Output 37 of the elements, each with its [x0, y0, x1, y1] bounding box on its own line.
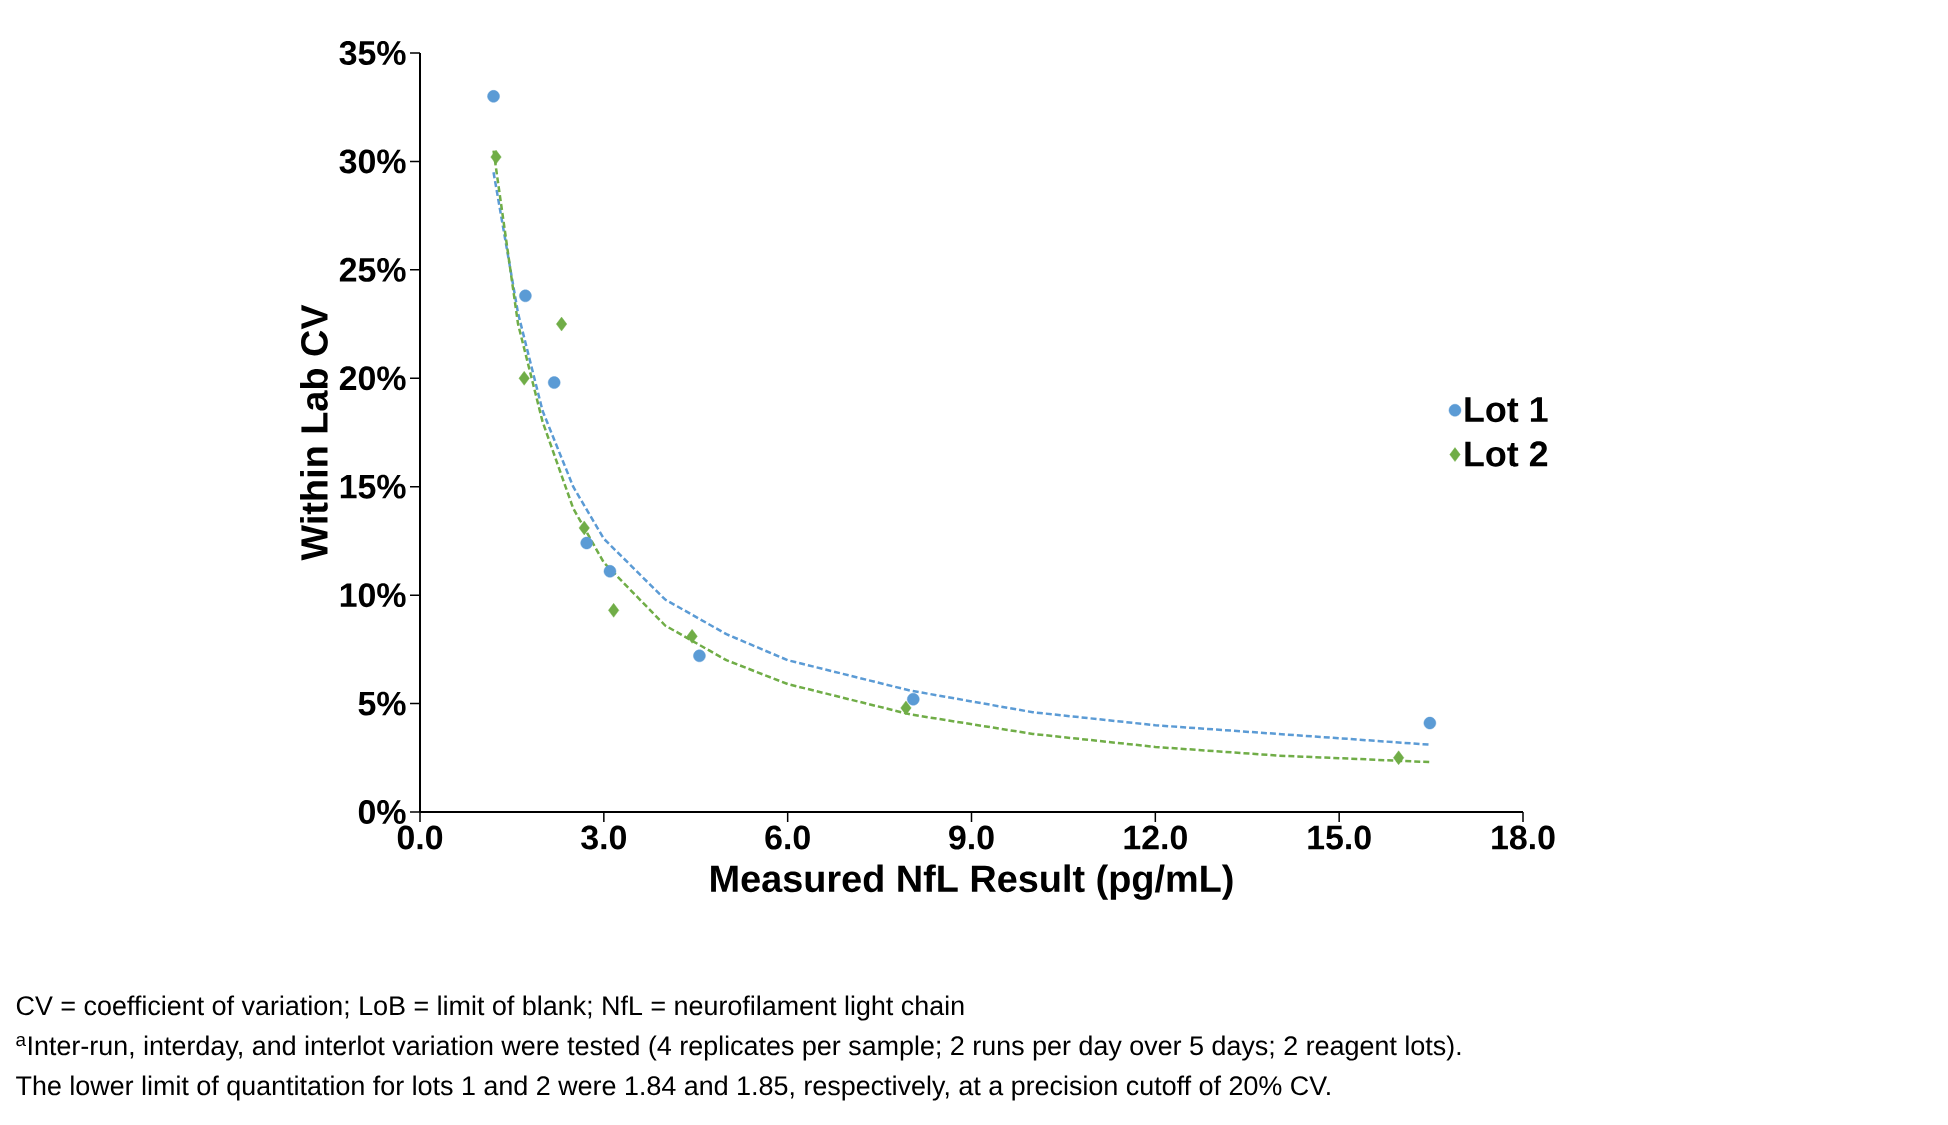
y-tick-label: 35%: [339, 40, 406, 65]
text: CV = coefficient of variation; LoB = limit of blank; NfL = neurofilament light chain: [16, 995, 964, 1021]
y-tick-label: 10%: [340, 583, 406, 608]
point: [518, 371, 530, 386]
point: [519, 289, 532, 303]
x-tick-label: 9.0: [949, 825, 994, 850]
point: [608, 603, 620, 618]
y-tick-label: 5%: [358, 691, 406, 716]
point: [487, 90, 500, 103]
y-tick-label: 0%: [358, 800, 406, 824]
y-axis-title: Within Lab CV: [300, 304, 328, 561]
point: [693, 649, 706, 663]
y-tick-label: 25%: [339, 257, 406, 282]
point: [578, 520, 590, 536]
point: [900, 700, 912, 716]
point: [548, 376, 561, 389]
legend-label: Lot 1: [1465, 397, 1548, 423]
y-tick-label: 20%: [339, 366, 406, 391]
x-tick-label: 6.0: [765, 825, 810, 850]
y-tick-label: 30%: [339, 149, 406, 174]
text: The lower limit of quantitation for lots 1 and 2 were 1.84 and 1.85, respectively, at a precision cutoff of 20% CV.: [16, 1075, 1330, 1101]
x-tick-label: 12.0: [1124, 825, 1187, 850]
text: $^{a}$Inter-run, interday, and interlot variation were tested (4 replicates per sample; 2 runs per day over 5 days; 2 reagent lots).: [16, 1035, 1461, 1061]
point: [1393, 750, 1405, 765]
point: [580, 536, 593, 550]
x-tick-label: 0.0: [397, 825, 443, 850]
x-tick-label: 18.0: [1492, 825, 1555, 850]
legend-label: Lot 2: [1465, 441, 1548, 467]
point: [603, 565, 617, 578]
point: [1423, 716, 1437, 730]
x-axis-title: Measured NfL Result (pg/mL): [711, 864, 1233, 900]
point: [490, 149, 502, 165]
x-tick-label: 3.0: [581, 825, 626, 850]
y-tick-label: 15%: [340, 474, 406, 499]
point: [686, 629, 698, 644]
point: [907, 693, 920, 706]
x-tick-label: 15.0: [1308, 825, 1371, 850]
